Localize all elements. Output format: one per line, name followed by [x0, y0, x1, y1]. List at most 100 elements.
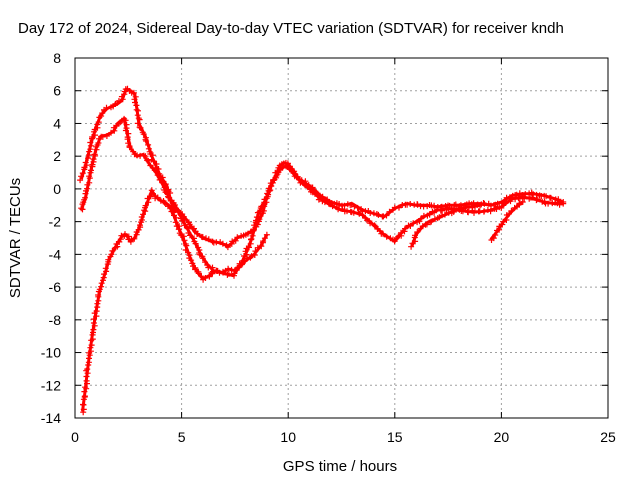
data-point: [329, 203, 336, 210]
data-point: [225, 265, 232, 272]
data-point: [156, 176, 163, 183]
data-point: [258, 243, 265, 250]
data-point: [499, 221, 506, 228]
data-point: [423, 221, 430, 228]
data-point: [286, 166, 293, 173]
data-point: [234, 264, 241, 271]
data-point: [94, 300, 101, 307]
series-track-5: [488, 199, 526, 243]
data-point: [184, 224, 191, 231]
data-point: [85, 362, 92, 368]
data-point: [195, 270, 202, 277]
data-point: [77, 177, 84, 184]
data-point: [383, 233, 390, 240]
data-point: [140, 211, 146, 218]
data-point: [149, 190, 156, 197]
y-tick-label: -12: [41, 377, 61, 393]
data-point: [252, 248, 259, 255]
data-point: [167, 205, 174, 211]
data-point: [85, 155, 91, 162]
data-point: [431, 209, 438, 216]
data-point: [90, 326, 97, 333]
data-point: [131, 235, 138, 242]
data-point: [209, 238, 216, 245]
data-point: [122, 117, 129, 124]
data-point: [258, 203, 265, 210]
data-point: [498, 204, 505, 211]
data-point: [91, 322, 98, 329]
data-point: [171, 202, 178, 208]
data-point: [487, 208, 494, 215]
data-point: [79, 206, 86, 213]
data-point: [359, 212, 366, 219]
data-point: [315, 196, 322, 203]
data-point: [248, 236, 255, 242]
data-point: [99, 110, 106, 117]
data-point: [296, 176, 303, 183]
data-point: [380, 213, 387, 220]
data-point: [263, 231, 270, 238]
data-point: [242, 248, 249, 255]
data-point: [86, 355, 92, 362]
data-point: [408, 243, 415, 250]
data-point: [95, 119, 102, 126]
data-point: [92, 132, 98, 139]
data-point: [140, 131, 147, 138]
data-point: [417, 215, 424, 222]
data-point: [142, 153, 149, 160]
data-point: [370, 210, 377, 217]
data-point: [100, 277, 106, 284]
data-point: [103, 133, 110, 139]
data-point: [508, 207, 515, 214]
data-point: [477, 202, 484, 209]
data-point: [134, 120, 141, 127]
data-point: [380, 230, 386, 237]
y-tick-label: -2: [49, 214, 62, 230]
data-point: [321, 199, 328, 206]
data-point: [249, 232, 256, 239]
data-point: [241, 258, 248, 265]
grid: [75, 58, 608, 418]
data-point: [150, 158, 157, 165]
x-tick-label: 10: [280, 429, 296, 445]
data-point: [149, 152, 156, 159]
data-point: [367, 220, 374, 227]
data-point: [356, 210, 363, 217]
data-point: [184, 225, 191, 232]
data-point: [98, 280, 105, 287]
data-point: [244, 255, 251, 262]
data-point: [253, 217, 259, 224]
data-point: [431, 215, 438, 222]
data-point: [261, 235, 268, 242]
data-point: [465, 209, 472, 216]
data-point: [136, 124, 143, 131]
data-point: [391, 238, 398, 245]
data-point: [159, 179, 166, 186]
data-point: [99, 133, 106, 140]
data-point: [253, 214, 260, 221]
data-point: [290, 170, 297, 177]
data-point: [434, 206, 441, 213]
y-tick-label: 6: [53, 83, 61, 99]
data-point: [261, 196, 268, 203]
data-point: [102, 265, 109, 272]
data-point: [83, 162, 90, 169]
data-point: [414, 229, 421, 235]
data-point: [84, 366, 91, 373]
data-point: [398, 229, 404, 236]
data-point: [130, 89, 137, 96]
data-point: [82, 159, 89, 166]
data-point: [244, 230, 251, 237]
y-tick-label: -8: [49, 312, 62, 328]
data-point: [153, 168, 160, 175]
x-tick-label: 20: [494, 429, 510, 445]
data-point: [556, 201, 563, 208]
data-point: [426, 211, 433, 218]
data-point: [402, 225, 408, 232]
data-point: [214, 268, 221, 274]
data-point: [419, 223, 426, 230]
data-point: [202, 275, 209, 281]
data-point: [277, 167, 283, 174]
data-point: [526, 190, 533, 197]
